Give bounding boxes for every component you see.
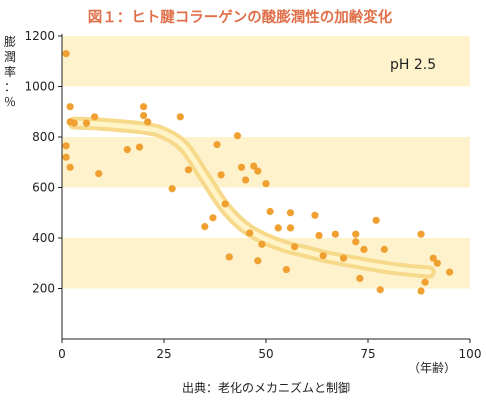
data-point <box>339 254 348 262</box>
trend-band-inner <box>71 120 432 275</box>
y-tick-label: 800 <box>32 130 55 144</box>
data-point <box>140 103 148 111</box>
data-point <box>225 253 233 261</box>
chart-title: 図１：ヒト腱コラーゲンの酸膨潤性の加齢変化 <box>88 8 393 26</box>
data-point <box>311 211 319 219</box>
data-point <box>254 167 262 175</box>
data-point <box>168 185 176 193</box>
y-axis-label-char: 率 <box>4 64 16 79</box>
data-point <box>331 230 339 238</box>
data-point <box>233 132 242 140</box>
y-axis-label-char: ： <box>4 80 16 94</box>
x-tick-label: 0 <box>58 347 66 361</box>
data-point <box>95 170 103 178</box>
data-point <box>66 103 74 111</box>
data-point <box>258 240 266 248</box>
y-tick-label: 1200 <box>24 29 55 43</box>
data-point <box>250 162 258 170</box>
x-tick-label: 100 <box>459 347 482 361</box>
data-point <box>262 180 270 188</box>
data-point <box>201 223 209 231</box>
data-point <box>242 176 250 184</box>
data-point <box>66 163 74 171</box>
source-note: 出典：老化のメカニズムと制御 <box>182 380 350 395</box>
data-point <box>352 230 360 238</box>
data-point <box>140 111 148 120</box>
data-point <box>356 274 364 282</box>
data-point <box>217 171 225 179</box>
data-point <box>429 254 437 262</box>
plot-band <box>62 137 470 188</box>
data-point <box>246 229 254 237</box>
y-tick-label: 1000 <box>24 80 55 94</box>
data-point <box>417 230 425 238</box>
data-points <box>62 50 454 295</box>
data-point <box>266 207 274 216</box>
data-point <box>123 146 131 154</box>
data-point <box>286 224 295 232</box>
data-point <box>417 287 425 295</box>
data-point <box>70 119 78 127</box>
data-point <box>274 224 282 232</box>
data-point <box>221 200 229 208</box>
data-point <box>144 118 152 126</box>
data-point <box>380 245 388 253</box>
y-tick-label: 400 <box>32 231 55 245</box>
axes: 200 400 600 800 1000 1200 0 25 50 75 100 <box>24 29 481 361</box>
y-axis-label: 膨潤率：％ <box>4 35 16 109</box>
plot-bands <box>62 36 470 289</box>
data-point <box>352 238 360 246</box>
ph-annotation: pH 2.5 <box>390 57 436 73</box>
data-point <box>62 153 70 161</box>
data-point <box>376 286 384 294</box>
data-point <box>360 245 368 253</box>
y-tick-label: 200 <box>32 282 55 296</box>
x-axis-label: （年齢） <box>408 360 456 375</box>
data-point <box>176 113 184 121</box>
data-point <box>290 243 299 251</box>
x-tick-label: 25 <box>156 347 171 361</box>
data-point <box>372 216 380 224</box>
data-point <box>184 166 193 174</box>
data-point <box>282 265 290 274</box>
data-point <box>135 143 144 151</box>
y-axis-label-char: 膨 <box>4 35 16 49</box>
plot-band <box>62 36 470 87</box>
data-point <box>286 209 295 217</box>
data-point <box>213 140 221 149</box>
trend-curve <box>67 116 436 279</box>
data-point <box>315 231 323 240</box>
data-point <box>254 257 262 265</box>
y-axis-label-char: 潤 <box>4 50 16 64</box>
data-point <box>82 119 91 127</box>
data-point <box>421 278 429 286</box>
y-tick-label: 600 <box>32 181 55 195</box>
data-point <box>91 113 99 121</box>
data-point <box>319 252 327 260</box>
data-point <box>446 268 454 276</box>
x-tick-label: 50 <box>258 347 273 361</box>
data-point <box>62 50 70 58</box>
data-point <box>209 214 217 222</box>
data-point <box>62 142 70 150</box>
data-point <box>433 259 441 267</box>
x-tick-label: 75 <box>360 347 375 361</box>
data-point <box>237 163 246 171</box>
y-axis-label-char: ％ <box>4 95 16 109</box>
